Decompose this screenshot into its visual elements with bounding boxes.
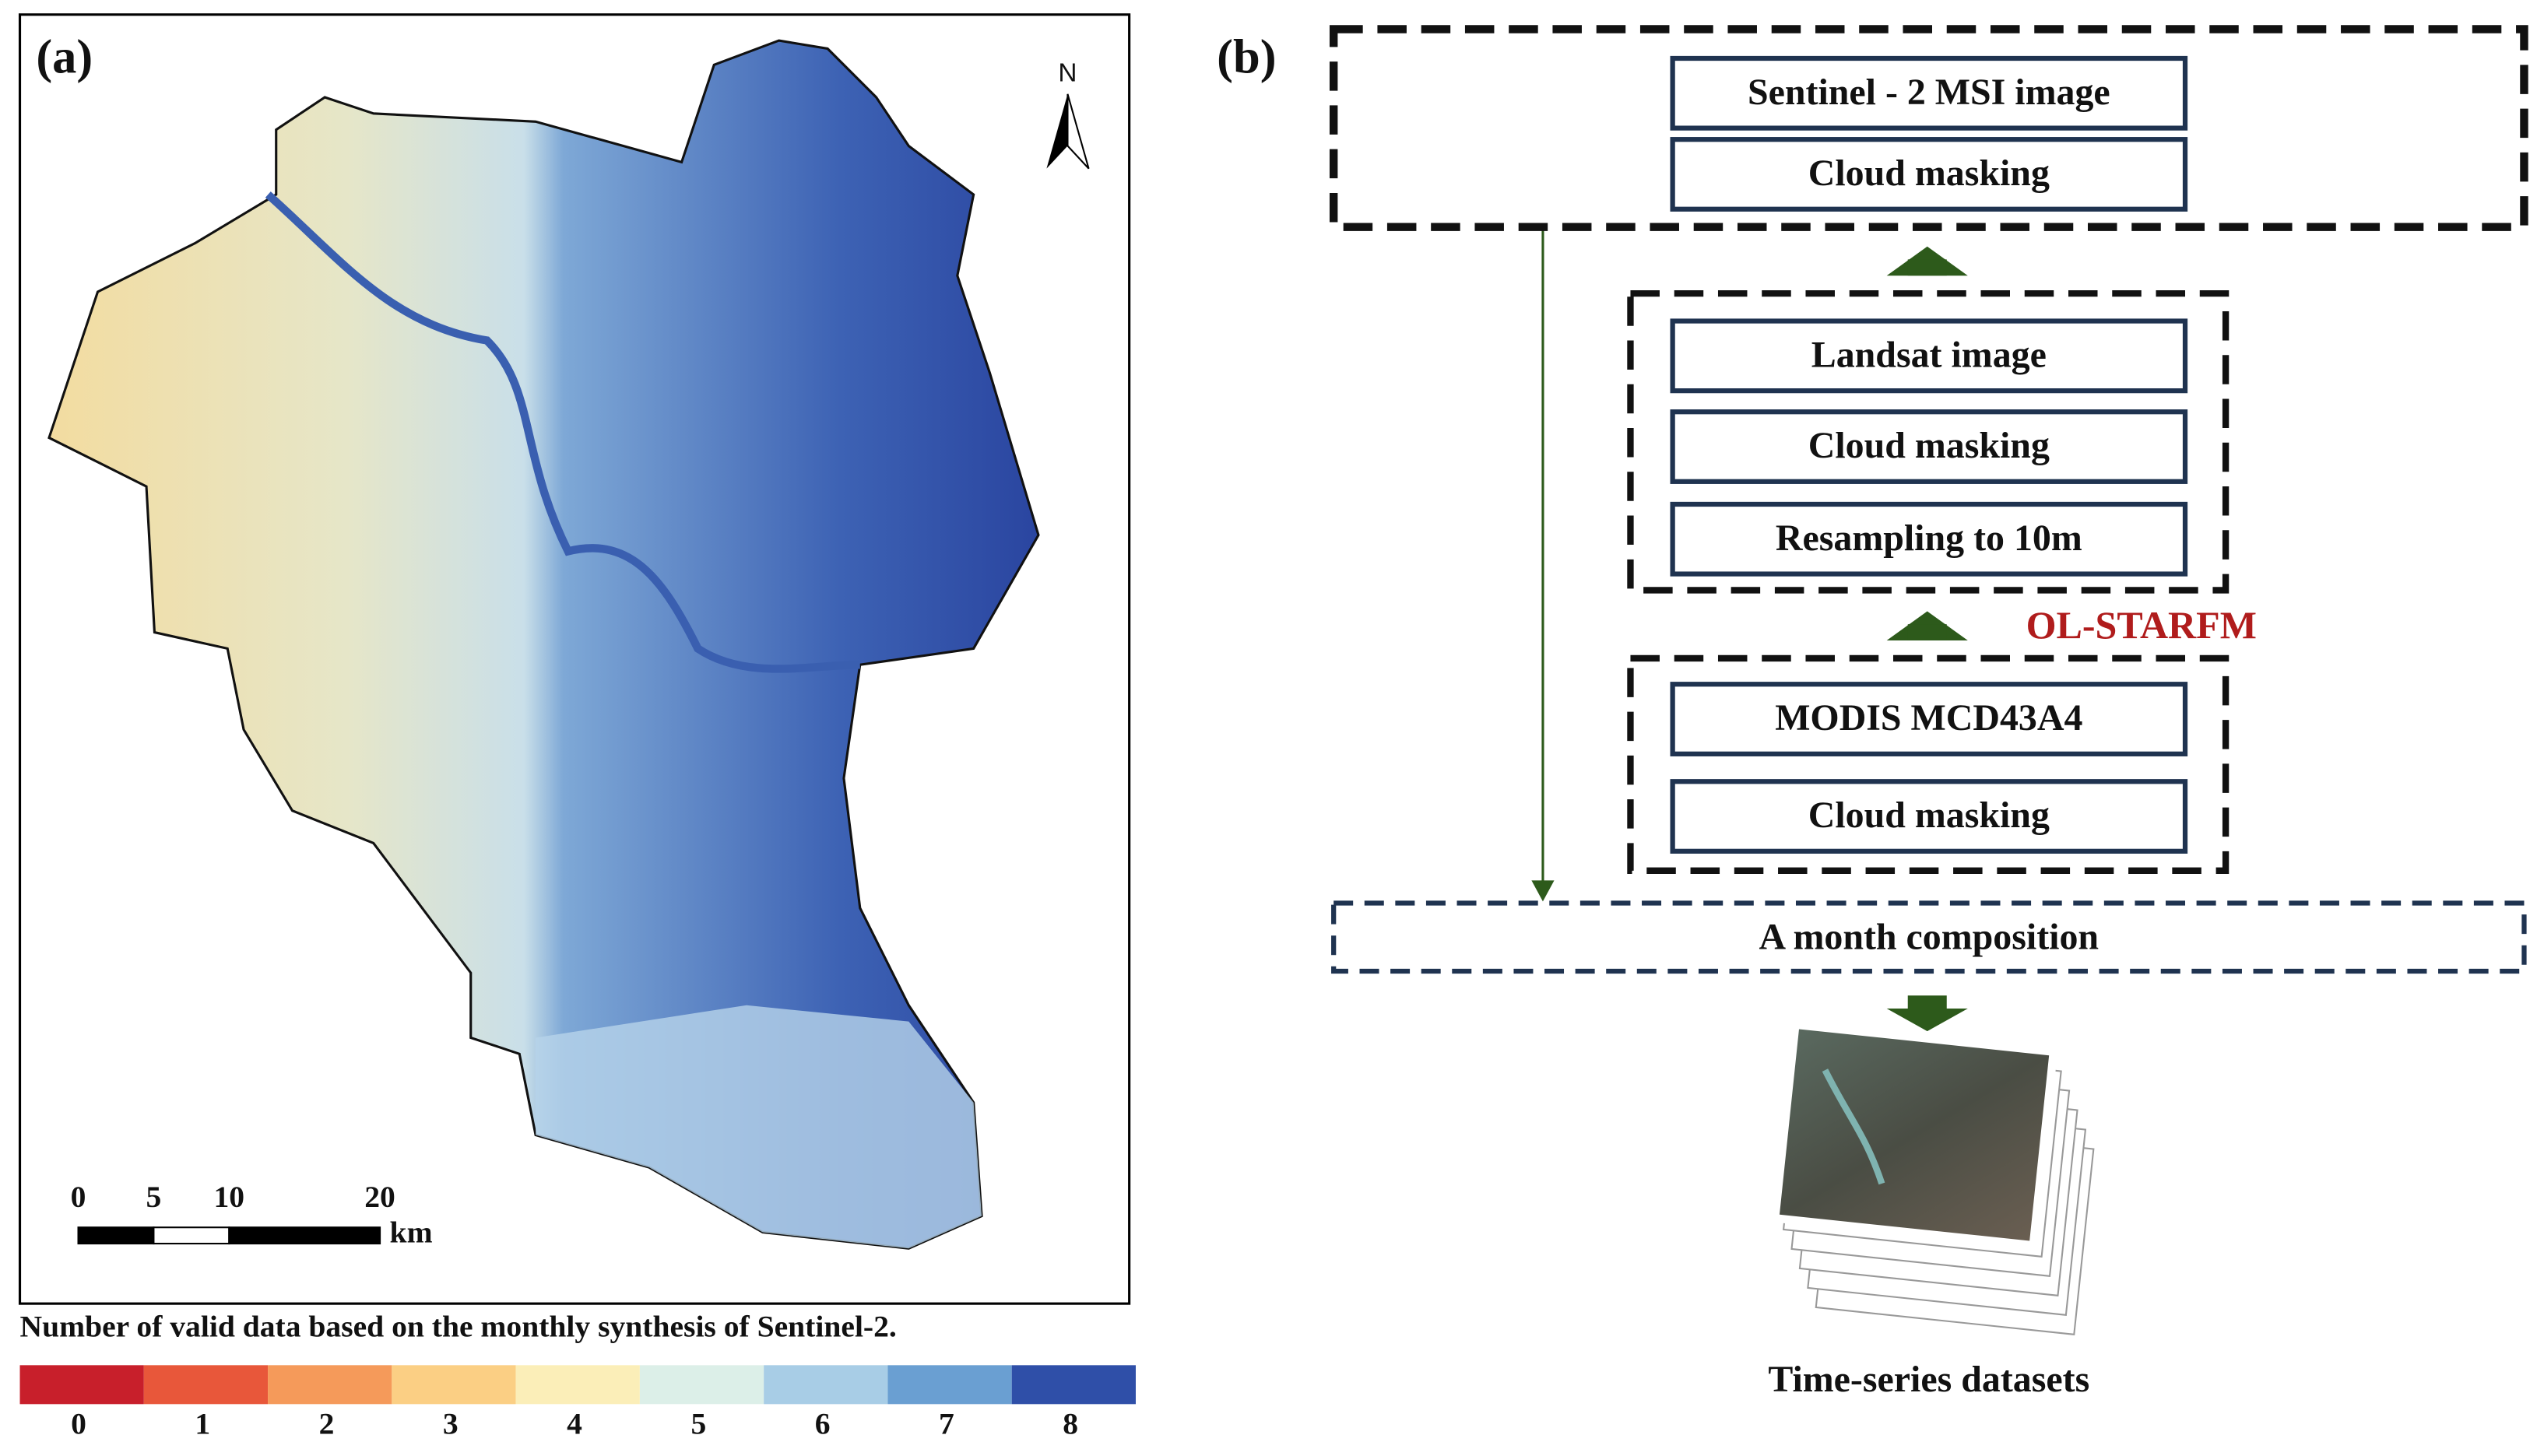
output-label: Time-series datasets xyxy=(1768,1359,2089,1400)
scale-tick-label: 5 xyxy=(146,1180,162,1214)
step-label: Resampling to 10m xyxy=(1776,517,2082,559)
legend-swatch xyxy=(515,1365,640,1405)
map-frame xyxy=(18,13,1131,1305)
legend-label: 2 xyxy=(319,1407,335,1441)
step-label: Cloud masking xyxy=(1808,153,2050,194)
legend-swatch xyxy=(268,1365,392,1405)
step-label: Cloud masking xyxy=(1808,795,2050,836)
legend-swatch xyxy=(764,1365,888,1405)
step-box xyxy=(1670,137,2188,212)
legend-label: 6 xyxy=(815,1407,831,1441)
legend: 0 1 2 3 4 5 6 7 8 xyxy=(19,1365,1136,1441)
group-box xyxy=(1627,289,2230,594)
step-box xyxy=(1670,682,2188,756)
step-box xyxy=(1670,501,2188,577)
legend-label: 4 xyxy=(567,1407,582,1441)
river xyxy=(265,191,860,673)
composition-box xyxy=(1331,900,2527,974)
panel-label: (b) xyxy=(1217,30,1276,84)
scale-tick-label: 10 xyxy=(214,1180,245,1214)
step-box xyxy=(1670,318,2188,394)
scale-segment xyxy=(77,1226,155,1245)
caption: Number of valid data based on the monthl… xyxy=(20,1310,897,1344)
step-box xyxy=(1670,779,2188,854)
image-stack xyxy=(1770,1019,2095,1335)
flowchart: OL-STARFM A month composition Time-serie… xyxy=(1329,25,2528,1400)
scale-segment xyxy=(228,1226,381,1245)
scale-tick-label: 0 xyxy=(71,1180,86,1214)
step-label: Sentinel - 2 MSI image xyxy=(1748,72,2110,113)
south-zone xyxy=(536,1005,982,1249)
legend-swatch xyxy=(887,1365,1012,1405)
composition-label: A month composition xyxy=(1759,916,2100,957)
method-label: OL-STARFM xyxy=(2026,603,2257,647)
group-box xyxy=(1329,25,2528,231)
legend-swatch xyxy=(639,1365,764,1405)
panel-label: (a) xyxy=(36,30,93,84)
legend-label: 0 xyxy=(71,1407,86,1441)
legend-label: 5 xyxy=(690,1407,706,1441)
step-box xyxy=(1670,409,2188,484)
scale-tick-label: 20 xyxy=(364,1180,395,1214)
legend-swatch xyxy=(392,1365,516,1405)
north-arrow: N xyxy=(1046,59,1090,170)
scale-unit: km xyxy=(390,1216,433,1250)
step-label: Landsat image xyxy=(1811,334,2047,375)
step-box xyxy=(1670,55,2188,131)
legend-swatch xyxy=(1011,1365,1136,1405)
step-label: MODIS MCD43A4 xyxy=(1775,697,2082,739)
legend-label: 1 xyxy=(195,1407,210,1441)
legend-label: 3 xyxy=(443,1407,459,1441)
legend-label: 7 xyxy=(939,1407,954,1441)
legend-swatch xyxy=(143,1365,269,1405)
legend-label: 8 xyxy=(1063,1407,1078,1441)
step-label: Cloud masking xyxy=(1808,425,2050,466)
scale-segment xyxy=(153,1226,230,1245)
group-box xyxy=(1627,654,2230,875)
legend-swatch xyxy=(19,1365,144,1405)
north-label: N xyxy=(1058,59,1077,88)
